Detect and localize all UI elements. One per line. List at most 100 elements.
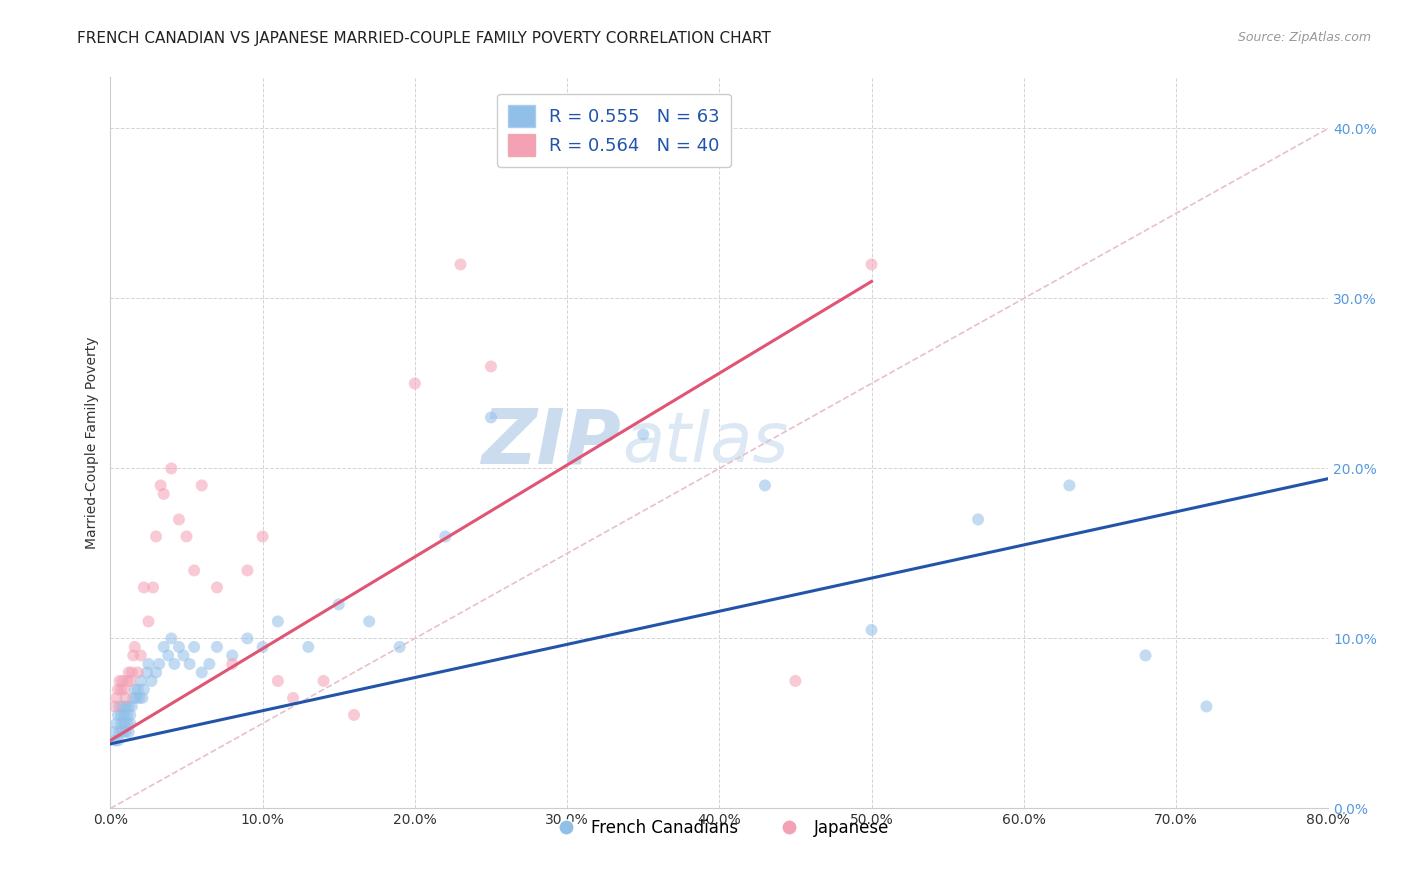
Point <box>190 478 212 492</box>
Text: atlas: atlas <box>621 409 789 476</box>
Point <box>172 648 194 663</box>
Point <box>112 716 135 731</box>
Point <box>1135 648 1157 663</box>
Point <box>120 716 142 731</box>
Point <box>1059 478 1081 492</box>
Point <box>190 665 212 680</box>
Point <box>631 427 654 442</box>
Point <box>145 529 167 543</box>
Point <box>404 376 426 391</box>
Point <box>297 640 319 654</box>
Point <box>860 623 883 637</box>
Point <box>141 673 163 688</box>
Point <box>148 657 170 671</box>
Point <box>312 673 335 688</box>
Point <box>107 682 129 697</box>
Point <box>328 598 350 612</box>
Point <box>111 673 134 688</box>
Point <box>112 682 135 697</box>
Point <box>121 665 143 680</box>
Point <box>132 682 155 697</box>
Point <box>221 657 243 671</box>
Point <box>183 564 205 578</box>
Point <box>359 615 381 629</box>
Point <box>114 699 136 714</box>
Point <box>205 640 228 654</box>
Text: Source: ZipAtlas.com: Source: ZipAtlas.com <box>1237 31 1371 45</box>
Point <box>267 673 290 688</box>
Legend: French Canadians, Japanese: French Canadians, Japanese <box>543 813 896 844</box>
Point <box>152 487 174 501</box>
Point <box>118 725 141 739</box>
Point <box>221 648 243 663</box>
Point <box>103 725 125 739</box>
Point <box>108 725 131 739</box>
Point <box>128 690 150 705</box>
Point <box>107 708 129 723</box>
Point <box>176 529 198 543</box>
Point <box>149 478 172 492</box>
Point <box>281 690 304 705</box>
Point <box>160 632 183 646</box>
Point <box>132 581 155 595</box>
Point <box>105 690 128 705</box>
Point <box>138 657 160 671</box>
Point <box>236 564 259 578</box>
Text: ZIP: ZIP <box>482 406 621 480</box>
Point <box>167 640 190 654</box>
Point <box>110 682 132 697</box>
Point <box>785 673 807 688</box>
Point <box>124 640 146 654</box>
Point <box>111 725 134 739</box>
Point <box>104 699 127 714</box>
Text: FRENCH CANADIAN VS JAPANESE MARRIED-COUPLE FAMILY POVERTY CORRELATION CHART: FRENCH CANADIAN VS JAPANESE MARRIED-COUP… <box>77 31 772 46</box>
Point <box>122 648 145 663</box>
Point <box>118 699 141 714</box>
Point <box>125 690 148 705</box>
Point <box>107 733 129 747</box>
Point <box>388 640 411 654</box>
Point <box>967 512 990 526</box>
Point <box>108 673 131 688</box>
Point <box>122 690 145 705</box>
Point <box>121 699 143 714</box>
Point <box>114 690 136 705</box>
Point <box>167 512 190 526</box>
Point <box>163 657 186 671</box>
Point <box>105 716 128 731</box>
Point <box>114 725 136 739</box>
Point <box>131 690 153 705</box>
Point <box>236 632 259 646</box>
Point <box>479 359 502 374</box>
Point <box>115 673 138 688</box>
Point <box>120 708 142 723</box>
Point <box>183 640 205 654</box>
Y-axis label: Married-Couple Family Poverty: Married-Couple Family Poverty <box>86 336 100 549</box>
Point <box>142 581 165 595</box>
Point <box>198 657 221 671</box>
Point <box>434 529 457 543</box>
Point <box>145 665 167 680</box>
Point <box>252 529 274 543</box>
Point <box>157 648 180 663</box>
Point <box>479 410 502 425</box>
Point <box>108 699 131 714</box>
Point <box>115 708 138 723</box>
Point <box>120 673 142 688</box>
Point <box>754 478 776 492</box>
Point <box>127 682 149 697</box>
Point <box>179 657 201 671</box>
Point <box>124 682 146 697</box>
Point <box>860 257 883 271</box>
Point <box>343 708 366 723</box>
Point <box>205 581 228 595</box>
Point <box>136 665 159 680</box>
Point <box>152 640 174 654</box>
Point <box>450 257 472 271</box>
Point <box>104 733 127 747</box>
Point <box>1195 699 1218 714</box>
Point <box>138 615 160 629</box>
Point <box>118 665 141 680</box>
Point <box>110 708 132 723</box>
Point <box>129 673 152 688</box>
